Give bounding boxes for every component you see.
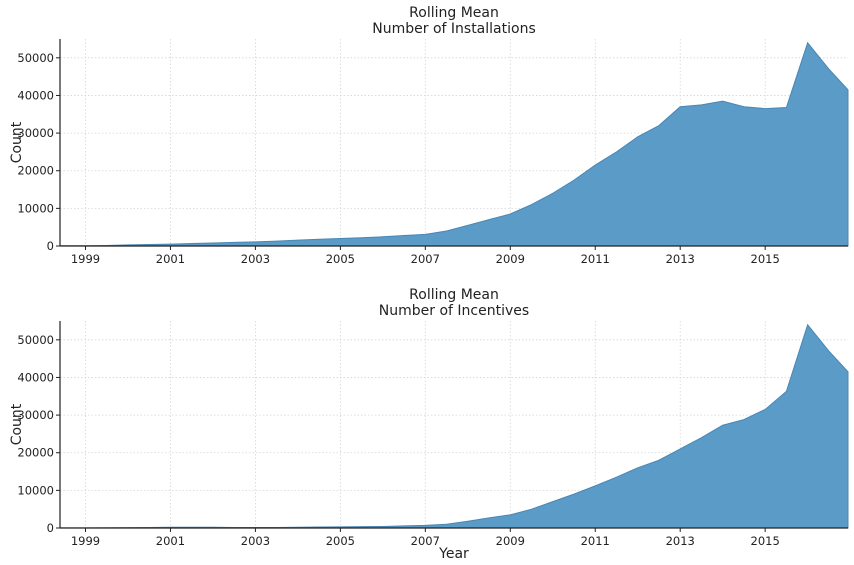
installations-area: [59, 41, 849, 247]
incentives-ytick-label-30000: 30000: [17, 408, 54, 422]
installations-ytick-label-10000: 10000: [17, 201, 54, 215]
installations-xtick-label-2005: 2005: [326, 252, 355, 266]
incentives-xtick-label-2007: 2007: [411, 534, 440, 548]
installations-ytick-label-0: 0: [47, 239, 54, 253]
incentives-ytick-label-10000: 10000: [17, 483, 54, 497]
incentives-area: [59, 323, 849, 529]
installations-xtick-label-2003: 2003: [241, 252, 270, 266]
incentives-title-line-1: Rolling Mean: [409, 287, 499, 303]
installations-xtick-label-2011: 2011: [581, 252, 610, 266]
installations-ytick-label-50000: 50000: [17, 51, 54, 65]
installations-ytick-label-40000: 40000: [17, 88, 54, 102]
installations-ytick-label-20000: 20000: [17, 164, 54, 178]
installations-xtick-label-2009: 2009: [496, 252, 525, 266]
incentives-xtick-label-2005: 2005: [326, 534, 355, 548]
installations-title-line-2: Number of Installations: [372, 21, 535, 37]
installations-xtick-label-2001: 2001: [156, 252, 185, 266]
incentives-xtick-label-1999: 1999: [71, 534, 100, 548]
incentives-xtick-label-2011: 2011: [581, 534, 610, 548]
incentives-chart: 1999 2001 2003 2005 2007 2009 2011 2013 2015 0 100…: [9, 287, 849, 562]
installations-xtick-label-2007: 2007: [411, 252, 440, 266]
installations-y-label: Count: [9, 121, 25, 163]
incentives-ytick-label-50000: 50000: [17, 333, 54, 347]
installations-xtick-label-2013: 2013: [666, 252, 695, 266]
incentives-xtick-label-2003: 2003: [241, 534, 270, 548]
incentives-xtick-label-2013: 2013: [666, 534, 695, 548]
incentives-y-label: Count: [9, 403, 25, 445]
installations-chart: 1999 2001 2003 2005 2007 2009 2011 2013 2015 0 100…: [9, 5, 849, 266]
incentives-x-label: Year: [438, 546, 469, 562]
incentives-xtick-label-2001: 2001: [156, 534, 185, 548]
installations-ytick-label-30000: 30000: [17, 126, 54, 140]
incentives-title-line-2: Number of Incentives: [379, 303, 529, 319]
installations-title-line-1: Rolling Mean: [409, 5, 499, 21]
installations-xtick-label-1999: 1999: [71, 252, 100, 266]
incentives-ytick-label-40000: 40000: [17, 370, 54, 384]
incentives-ytick-label-0: 0: [47, 521, 54, 535]
installations-xtick-label-2015: 2015: [751, 252, 780, 266]
incentives-ytick-label-20000: 20000: [17, 446, 54, 460]
incentives-xtick-label-2009: 2009: [496, 534, 525, 548]
incentives-xtick-label-2015: 2015: [751, 534, 780, 548]
